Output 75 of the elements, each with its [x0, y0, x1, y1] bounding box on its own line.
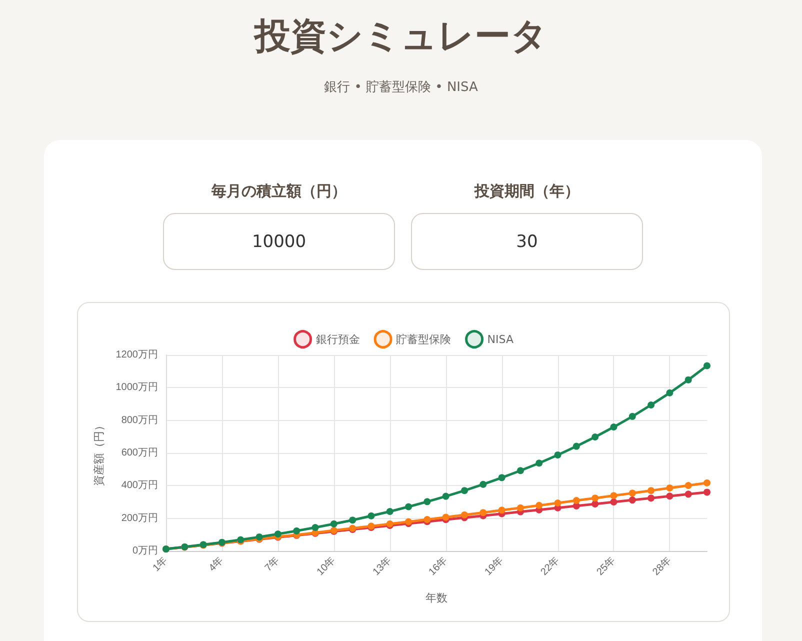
point — [536, 502, 543, 509]
x-tick-label: 13年 — [370, 554, 394, 578]
point — [628, 496, 636, 504]
y-tick-label: 1000万円 — [116, 382, 158, 394]
point — [312, 524, 319, 531]
point — [610, 424, 618, 431]
point — [498, 506, 506, 514]
point — [592, 433, 599, 440]
point — [498, 474, 506, 482]
point — [592, 494, 599, 502]
y-axis-title: 資産額（円） — [92, 420, 106, 486]
y-tick-label: 600万円 — [121, 448, 158, 458]
point — [442, 514, 450, 521]
point — [368, 512, 375, 520]
x-tick-label: 10年 — [314, 554, 338, 578]
point — [424, 498, 431, 506]
point — [349, 516, 356, 524]
point — [554, 499, 562, 506]
legend-label: 銀行預金 — [316, 332, 360, 346]
point — [274, 530, 282, 538]
y-tick-label: 400万円 — [121, 480, 158, 492]
number-input-field: 10000 — [163, 213, 395, 270]
point — [592, 500, 599, 508]
point — [536, 460, 543, 467]
point — [666, 484, 674, 492]
x-tick-label: 28年 — [650, 554, 674, 578]
point — [628, 412, 636, 420]
y-tick-label: 200万円 — [121, 512, 158, 524]
point — [704, 362, 710, 370]
x-axis-title: 年数 — [426, 592, 448, 604]
point — [480, 480, 487, 488]
point — [648, 487, 655, 494]
point — [704, 479, 710, 486]
point — [648, 494, 655, 502]
point — [572, 497, 580, 504]
legend-label: 貯蓄型保険 — [396, 332, 452, 346]
point — [460, 487, 468, 494]
point — [704, 488, 710, 496]
y-tick-label: 0万円 — [132, 546, 158, 556]
x-tick-label: 22年 — [538, 554, 562, 578]
text: 毎月の積立額（円） — [210, 182, 348, 201]
point — [405, 503, 412, 510]
y-tick-label: 1200万円 — [116, 350, 158, 360]
point — [330, 520, 338, 528]
x-tick-label: 19年 — [482, 554, 506, 578]
point — [610, 498, 618, 506]
x-tick-label: 7年 — [262, 554, 282, 574]
legend-label: NISA — [487, 332, 514, 346]
point — [610, 492, 618, 500]
point — [684, 376, 692, 384]
point — [554, 451, 562, 458]
point — [666, 389, 674, 396]
chart-subtitle: 銀行 • 貯蓄型保険 • NISA — [323, 79, 479, 96]
point — [572, 442, 580, 450]
point — [648, 401, 655, 408]
x-tick-label: 4年 — [206, 554, 226, 574]
point — [386, 508, 394, 515]
point — [684, 482, 692, 489]
x-tick-label: 25年 — [594, 554, 618, 578]
point — [516, 467, 524, 474]
x-tick-label: 16年 — [426, 554, 450, 578]
point — [684, 490, 692, 498]
point — [666, 492, 674, 500]
chart-title: 投資シミュレータ — [252, 15, 548, 59]
y-tick-label: 800万円 — [121, 414, 158, 426]
text: 投資期間（年） — [473, 182, 580, 201]
point — [480, 509, 487, 516]
x-tick-label: 1年 — [150, 554, 170, 574]
point — [442, 492, 450, 500]
point — [424, 516, 431, 523]
point — [628, 490, 636, 497]
point — [293, 527, 300, 534]
point — [460, 511, 468, 518]
point — [516, 504, 524, 512]
number-input-field: 30 — [411, 213, 643, 270]
